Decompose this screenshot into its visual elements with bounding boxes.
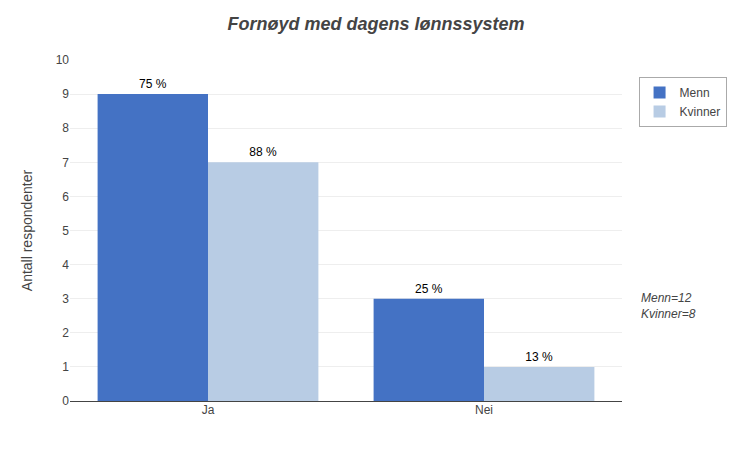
svg-text:9: 9 [62, 87, 69, 101]
svg-text:Fornøyd med dagens lønnssystem: Fornøyd med dagens lønnssystem [227, 14, 524, 34]
svg-text:3: 3 [62, 292, 69, 306]
svg-text:Menn: Menn [680, 86, 710, 100]
svg-text:1: 1 [62, 360, 69, 374]
svg-text:2: 2 [62, 326, 69, 340]
svg-text:5: 5 [62, 224, 69, 238]
svg-text:10: 10 [56, 53, 70, 67]
svg-text:Ja: Ja [202, 403, 215, 417]
svg-text:4: 4 [62, 258, 69, 272]
svg-text:Menn=12Kvinner=8: Menn=12Kvinner=8 [641, 291, 696, 321]
svg-text:75 %: 75 % [139, 77, 167, 91]
svg-text:Nei: Nei [475, 403, 493, 417]
svg-text:7: 7 [62, 156, 69, 170]
svg-text:Kvinner: Kvinner [680, 105, 721, 119]
svg-text:25 %: 25 % [415, 282, 443, 296]
svg-text:88 %: 88 % [249, 145, 277, 159]
svg-text:Antall respondenter: Antall respondenter [19, 169, 35, 291]
svg-text:6: 6 [62, 190, 69, 204]
svg-text:8: 8 [62, 121, 69, 135]
svg-text:0: 0 [62, 394, 69, 408]
svg-text:13 %: 13 % [525, 350, 553, 364]
